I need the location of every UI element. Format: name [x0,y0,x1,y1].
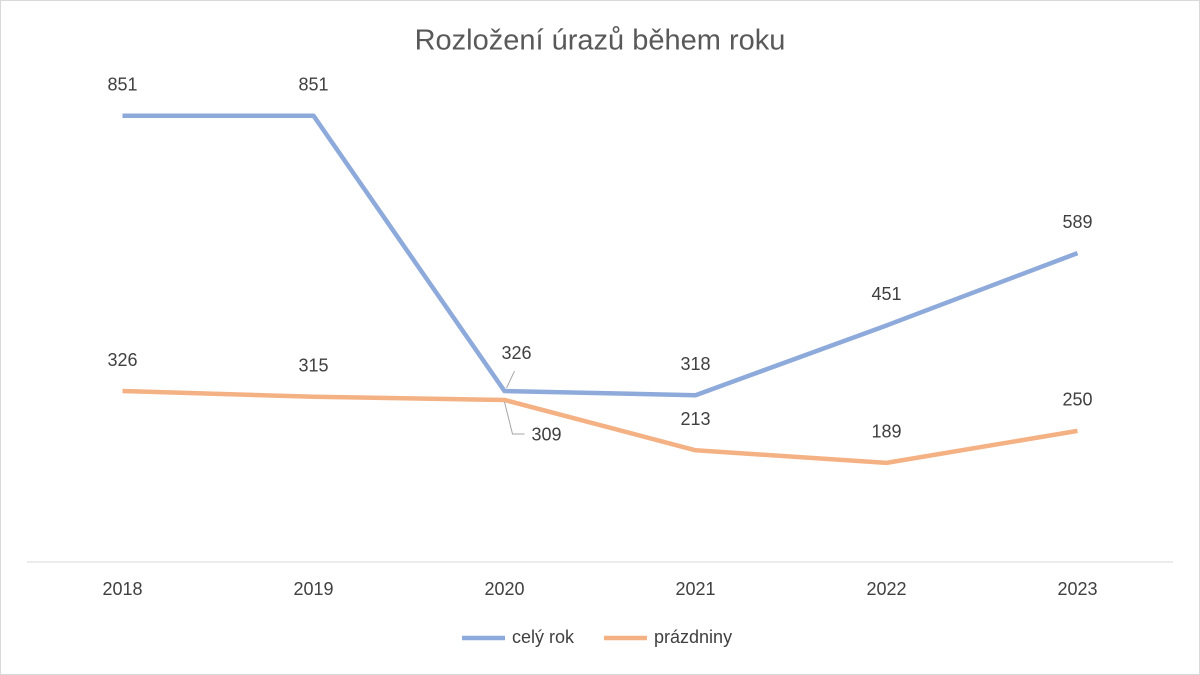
x-tick-label: 2020 [484,579,524,599]
x-tick-label: 2023 [1057,579,1097,599]
series-line [122,388,1078,466]
legend-label: celý rok [512,627,575,647]
data-label: 326 [107,350,137,370]
data-label: 189 [871,422,901,442]
x-tick-label: 2019 [293,579,333,599]
series-line [122,113,1079,398]
x-tick-label: 2018 [102,579,142,599]
chart-title: Rozložení úrazů během roku [415,25,786,57]
x-tick-label: 2021 [675,579,715,599]
data-label: 315 [298,356,328,376]
data-label: 326 [501,343,531,363]
data-label: 213 [680,409,710,429]
data-label: 318 [680,354,710,374]
data-label: 451 [871,284,901,304]
data-label: 250 [1062,390,1092,410]
leader-line [504,401,525,435]
data-label: 589 [1062,212,1092,232]
data-label: 309 [531,425,561,445]
legend-label: prázdniny [654,627,732,647]
data-label: 851 [107,74,137,94]
x-tick-label: 2022 [866,579,906,599]
data-label: 851 [298,74,328,94]
leader-line [506,370,515,389]
